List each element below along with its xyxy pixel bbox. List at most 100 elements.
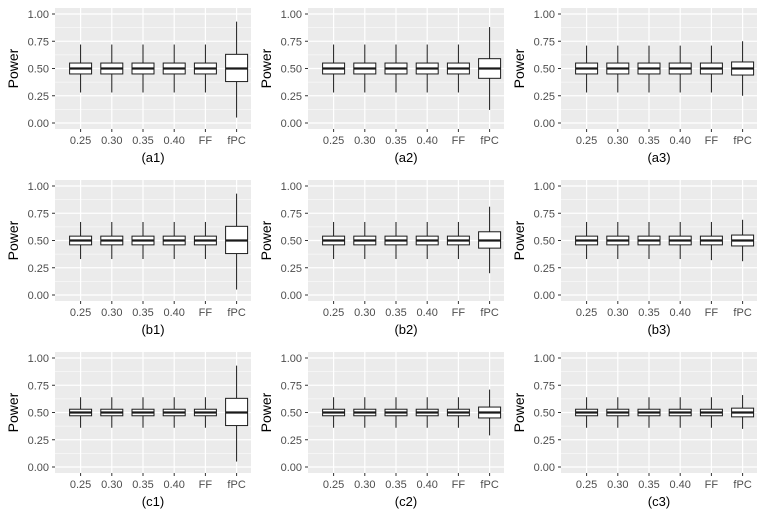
y-tick-label: 0.75 bbox=[534, 380, 555, 392]
y-tick-label: 0.75 bbox=[28, 36, 49, 48]
x-tick-label: FF bbox=[452, 135, 466, 147]
panel-label: (b3) bbox=[647, 322, 670, 337]
y-tick-label: 0.25 bbox=[281, 91, 302, 103]
box-FF bbox=[446, 397, 470, 428]
box-0.30 bbox=[100, 221, 124, 260]
box-0.40 bbox=[415, 44, 439, 93]
x-tick-label: FF bbox=[705, 307, 719, 319]
x-tick-label: 0.35 bbox=[385, 135, 406, 147]
box-0.30 bbox=[100, 397, 124, 428]
x-tick-label: 0.40 bbox=[163, 479, 184, 491]
y-tick-label: 1.00 bbox=[534, 181, 555, 193]
x-tick-label: 0.30 bbox=[607, 135, 628, 147]
x-tick-label: 0.35 bbox=[638, 479, 659, 491]
box-FF bbox=[446, 44, 470, 93]
y-tick-label: 0.00 bbox=[534, 462, 555, 474]
box-0.25 bbox=[322, 397, 346, 428]
x-tick-label: 0.30 bbox=[101, 307, 122, 319]
x-tick-label: 0.25 bbox=[323, 479, 344, 491]
x-tick-label: 0.40 bbox=[416, 479, 437, 491]
box-FF bbox=[446, 221, 470, 260]
x-tick-label: fPC bbox=[227, 135, 245, 147]
x-tick-label: 0.40 bbox=[416, 307, 437, 319]
x-tick-label: FF bbox=[199, 479, 213, 491]
y-tick-label: 0.50 bbox=[28, 408, 49, 420]
x-tick-label: fPC bbox=[733, 135, 751, 147]
box-fPC bbox=[731, 41, 755, 96]
x-tick-label: 0.25 bbox=[323, 307, 344, 319]
box-fPC bbox=[478, 27, 502, 110]
x-tick-label: 0.35 bbox=[132, 479, 153, 491]
box-0.30 bbox=[353, 221, 377, 260]
y-tick-label: 0.50 bbox=[281, 236, 302, 248]
y-tick-label: 0.75 bbox=[534, 208, 555, 220]
y-axis-title: Power bbox=[258, 392, 274, 432]
y-tick-label: 0.75 bbox=[28, 208, 49, 220]
box-0.40 bbox=[162, 44, 186, 93]
box-0.25 bbox=[69, 44, 93, 93]
box-0.30 bbox=[606, 397, 630, 428]
y-tick-label: 0.25 bbox=[28, 263, 49, 275]
x-tick-label: 0.40 bbox=[163, 307, 184, 319]
x-tick-label: 0.40 bbox=[163, 135, 184, 147]
panel-label: (b1) bbox=[141, 322, 164, 337]
box-0.25 bbox=[575, 397, 599, 428]
box-0.30 bbox=[353, 44, 377, 93]
box-FF bbox=[193, 397, 217, 428]
panel-a1: 0.00 0.25 0.50 0.75 1.00 0.25 0.30 0.35 0.40 FF fP… bbox=[5, 8, 251, 165]
box-0.30 bbox=[100, 44, 124, 93]
y-tick-label: 0.25 bbox=[534, 263, 555, 275]
panel-b2: 0.00 0.25 0.50 0.75 1.00 0.25 0.30 0.35 0.40 FF fP… bbox=[258, 180, 504, 337]
x-tick-label: fPC bbox=[227, 307, 245, 319]
box-0.25 bbox=[322, 44, 346, 93]
x-tick-label: 0.40 bbox=[669, 307, 690, 319]
panel-label: (c3) bbox=[648, 494, 670, 509]
box-0.30 bbox=[606, 45, 630, 93]
box-0.35 bbox=[131, 397, 155, 428]
y-tick-label: 0.75 bbox=[281, 380, 302, 392]
box-0.35 bbox=[384, 221, 408, 260]
x-tick-label: fPC bbox=[733, 307, 751, 319]
x-tick-label: fPC bbox=[480, 135, 498, 147]
y-tick-label: 0.75 bbox=[534, 36, 555, 48]
box-fPC bbox=[225, 21, 249, 118]
box-0.40 bbox=[415, 397, 439, 428]
box-0.35 bbox=[637, 45, 661, 93]
x-tick-label: 0.30 bbox=[354, 479, 375, 491]
x-tick-label: 0.25 bbox=[70, 135, 91, 147]
x-tick-label: fPC bbox=[480, 479, 498, 491]
box-0.40 bbox=[668, 45, 692, 93]
x-tick-label: 0.30 bbox=[607, 307, 628, 319]
x-tick-label: 0.40 bbox=[669, 479, 690, 491]
y-tick-label: 0.75 bbox=[28, 380, 49, 392]
box-FF bbox=[699, 45, 723, 93]
x-tick-label: FF bbox=[452, 307, 466, 319]
box-0.30 bbox=[353, 397, 377, 428]
box-0.40 bbox=[668, 221, 692, 260]
y-tick-label: 0.50 bbox=[28, 64, 49, 76]
x-tick-label: fPC bbox=[227, 479, 245, 491]
x-tick-label: 0.25 bbox=[576, 307, 597, 319]
box-fPC bbox=[478, 389, 502, 436]
y-tick-label: 1.00 bbox=[281, 9, 302, 21]
box-0.35 bbox=[384, 397, 408, 428]
panel-b3: 0.00 0.25 0.50 0.75 1.00 0.25 0.30 0.35 0.40 FF fP… bbox=[511, 180, 757, 337]
y-tick-label: 0.00 bbox=[534, 290, 555, 302]
y-tick-label: 0.00 bbox=[28, 118, 49, 130]
y-axis-title: Power bbox=[511, 48, 527, 88]
y-axis-title: Power bbox=[5, 392, 21, 432]
x-tick-label: 0.35 bbox=[132, 307, 153, 319]
box-0.40 bbox=[162, 221, 186, 260]
y-tick-label: 0.25 bbox=[281, 263, 302, 275]
box-0.25 bbox=[69, 221, 93, 260]
y-tick-label: 0.50 bbox=[281, 408, 302, 420]
y-tick-label: 0.25 bbox=[534, 91, 555, 103]
box-FF bbox=[193, 44, 217, 93]
y-tick-label: 1.00 bbox=[281, 353, 302, 365]
panel-label: (c1) bbox=[142, 494, 164, 509]
box-fPC bbox=[731, 395, 755, 429]
box-0.35 bbox=[131, 221, 155, 260]
y-tick-label: 0.50 bbox=[28, 236, 49, 248]
box-0.35 bbox=[131, 44, 155, 93]
